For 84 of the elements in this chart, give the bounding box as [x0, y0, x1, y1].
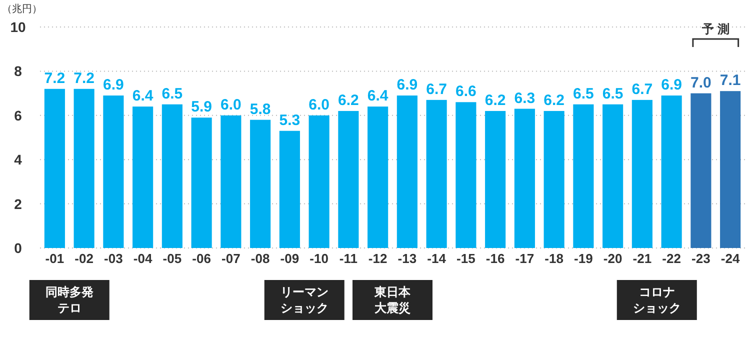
bar — [690, 93, 712, 248]
data-label: 6.4 — [132, 88, 154, 105]
text: 東日本大震災 — [374, 285, 412, 315]
bar — [220, 115, 242, 248]
bar — [720, 91, 741, 248]
data-label: 6.2 — [544, 92, 564, 109]
x-tick-label: -10 — [310, 251, 328, 266]
data-label: 7.1 — [720, 72, 741, 90]
bar — [162, 104, 182, 248]
x-tick-label: -24 — [720, 251, 740, 266]
data-label: 6.9 — [103, 76, 124, 94]
x-tick-label: -21 — [632, 251, 652, 266]
bar — [308, 115, 330, 248]
data-label: 6.4 — [367, 88, 389, 105]
data-label: 6.7 — [632, 80, 653, 98]
x-tick-label: -13 — [398, 251, 417, 266]
bar — [44, 88, 65, 248]
data-label: 5.3 — [279, 112, 300, 129]
data-label: 6.5 — [573, 85, 594, 102]
bar — [573, 104, 594, 248]
x-tick-label: -09 — [280, 251, 300, 266]
bar — [632, 100, 652, 248]
y-tick-label: 4 — [14, 152, 22, 168]
bar — [132, 106, 154, 248]
x-tick-label: -01 — [45, 251, 64, 266]
data-label: 7.0 — [690, 74, 712, 92]
y-tick-label: 2 — [14, 196, 22, 212]
bar — [426, 100, 447, 248]
bar — [544, 110, 564, 248]
data-label: 5.9 — [191, 98, 212, 116]
bar — [514, 108, 535, 248]
x-tick-label: -22 — [662, 251, 681, 266]
data-label: 6.7 — [426, 80, 447, 98]
data-label: 7.2 — [44, 70, 66, 87]
bar — [456, 102, 476, 248]
bar — [279, 130, 300, 248]
data-label: 6.6 — [456, 83, 476, 100]
x-tick-label: -16 — [486, 251, 505, 266]
x-tick-label: -11 — [339, 251, 358, 266]
x-tick-label: -08 — [250, 251, 270, 266]
data-label: 6.0 — [308, 96, 330, 114]
x-tick-label: -05 — [162, 251, 182, 266]
data-label: 6.5 — [602, 85, 624, 102]
x-tick-label: -19 — [574, 251, 593, 266]
bar — [602, 104, 624, 248]
x-tick-label: -03 — [104, 251, 123, 266]
text: リーマンショック — [280, 285, 328, 315]
y-tick-label: 10 — [10, 19, 26, 35]
y-tick-label: 8 — [14, 63, 22, 80]
data-label: 6.3 — [514, 90, 536, 107]
bar — [368, 106, 388, 248]
x-tick-label: -20 — [603, 251, 622, 266]
x-tick-label: -17 — [515, 251, 534, 266]
data-label: 6.5 — [162, 85, 183, 102]
data-label: 5.8 — [250, 100, 271, 118]
x-tick-label: -07 — [222, 251, 240, 266]
bar — [250, 120, 271, 248]
bar — [103, 96, 124, 248]
x-tick-label: -14 — [427, 251, 447, 266]
x-tick-label: -06 — [192, 251, 211, 266]
x-tick-label: -18 — [544, 251, 564, 266]
bar — [661, 96, 682, 248]
bar — [338, 110, 359, 248]
x-tick-label: -12 — [368, 251, 388, 266]
text: 同時多発テロ — [45, 285, 94, 315]
x-tick-label: -02 — [74, 251, 94, 266]
bar — [74, 88, 94, 248]
x-tick-label: -23 — [692, 251, 710, 266]
data-label: 6.9 — [396, 76, 418, 94]
bar — [191, 118, 212, 248]
data-label: 6.2 — [338, 92, 359, 109]
y-tick-label: 0 — [14, 240, 22, 256]
bar — [485, 110, 506, 248]
annotation: 予 測 — [700, 22, 730, 36]
y-tick-label: 6 — [14, 107, 22, 124]
data-label: 6.2 — [484, 92, 506, 109]
x-tick-label: -15 — [456, 251, 476, 266]
bar — [396, 96, 418, 248]
x-tick-label: -04 — [133, 251, 153, 266]
text: コロナショック — [632, 285, 681, 315]
data-label: 7.2 — [74, 70, 94, 87]
y-axis-title: （兆円） — [2, 3, 42, 15]
data-label: 6.0 — [220, 96, 242, 114]
data-label: 6.9 — [661, 76, 682, 94]
